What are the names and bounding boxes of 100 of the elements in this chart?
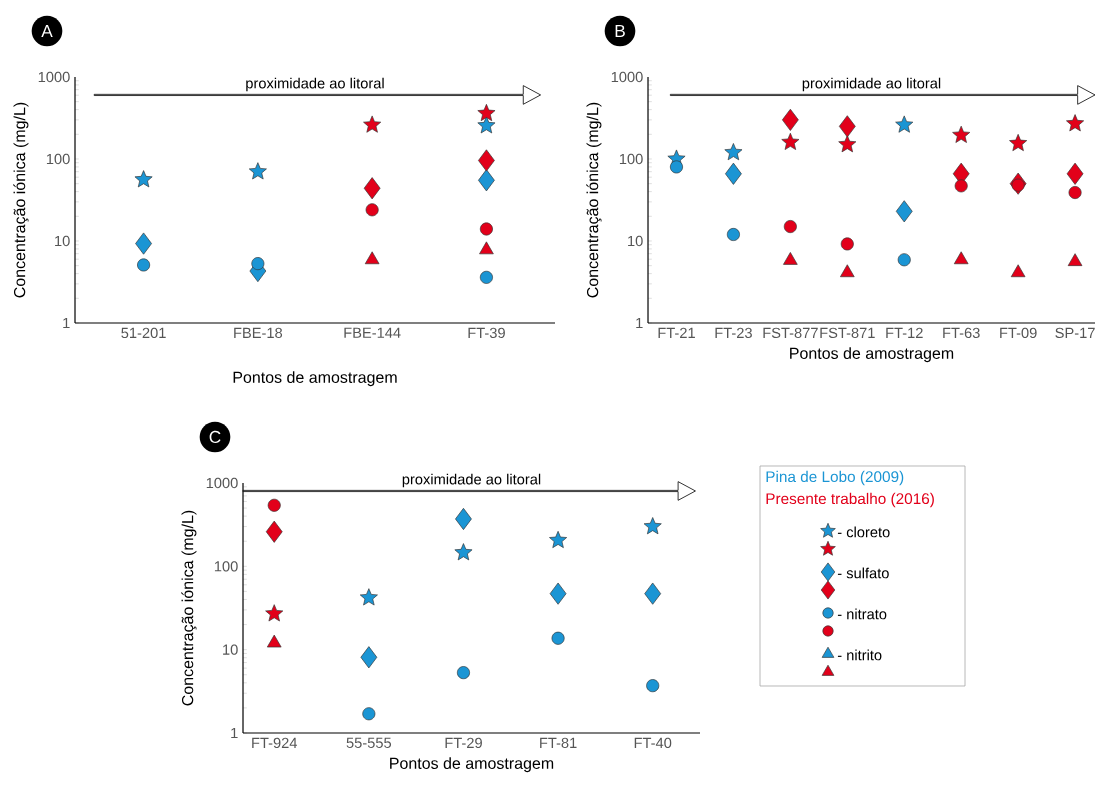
point bbox=[838, 135, 857, 153]
y-tick-label: 100 bbox=[214, 561, 238, 572]
y-tick-label: 1000 bbox=[38, 71, 70, 83]
point bbox=[952, 125, 971, 143]
annotation: proximidade ao litoral bbox=[246, 77, 384, 92]
point bbox=[265, 520, 283, 543]
x-tick-label: SP-17 bbox=[1055, 327, 1095, 339]
point bbox=[1067, 253, 1083, 266]
point bbox=[477, 103, 496, 122]
point bbox=[455, 507, 472, 530]
annotation: proximidade ao litoral bbox=[402, 473, 541, 488]
point bbox=[954, 179, 968, 193]
point bbox=[363, 177, 381, 200]
x-tick-label: FST-877 bbox=[763, 327, 818, 339]
point bbox=[724, 143, 743, 161]
y-tick-label: 100 bbox=[46, 153, 70, 165]
point bbox=[646, 679, 660, 693]
y-tick-label: 1 bbox=[63, 317, 70, 329]
chart-title: B bbox=[615, 25, 625, 37]
text: Pina de Lobo (2009) bbox=[766, 470, 904, 486]
x-tick-label: 51-201 bbox=[121, 327, 166, 339]
point bbox=[643, 517, 662, 535]
point bbox=[137, 258, 151, 272]
y-tick-label: 100 bbox=[619, 153, 643, 165]
point bbox=[1011, 178, 1025, 192]
point bbox=[838, 115, 856, 138]
point bbox=[895, 115, 914, 133]
point bbox=[360, 646, 378, 669]
point bbox=[644, 582, 662, 605]
y-axis-title: Concentração iónica (mg/L) bbox=[181, 510, 197, 706]
point bbox=[478, 149, 495, 172]
point bbox=[551, 631, 565, 645]
x-tick-label: FT-29 bbox=[445, 737, 482, 749]
point bbox=[1066, 114, 1085, 132]
x-tick-label: FST-871 bbox=[820, 327, 875, 339]
point bbox=[782, 108, 799, 131]
text: Presente trabalho (2016) bbox=[766, 492, 934, 508]
point bbox=[251, 257, 265, 271]
y-tick-label: 10 bbox=[55, 235, 70, 247]
point bbox=[479, 222, 493, 236]
point bbox=[840, 264, 855, 278]
point bbox=[363, 115, 382, 133]
point bbox=[953, 251, 969, 265]
point bbox=[783, 220, 797, 234]
chart-title: A bbox=[41, 25, 53, 37]
point bbox=[478, 169, 495, 192]
point bbox=[840, 237, 854, 251]
point bbox=[365, 203, 379, 217]
x-tick-label: FT-12 bbox=[886, 327, 923, 338]
y-tick-label: 1 bbox=[231, 727, 238, 739]
y-tick-label: 10 bbox=[223, 644, 238, 655]
point bbox=[670, 160, 683, 174]
y-axis-title: Concentração iónica (mg/L) bbox=[13, 102, 29, 298]
x-tick-label: FT-81 bbox=[540, 737, 577, 749]
x-tick-label: FT-63 bbox=[943, 327, 980, 339]
point bbox=[456, 666, 470, 680]
x-tick-label: FT-23 bbox=[715, 327, 752, 339]
x-tick-label: 55-555 bbox=[346, 737, 392, 748]
point bbox=[265, 604, 284, 622]
y-axis-title: Concentração iónica (mg/L) bbox=[586, 102, 602, 298]
legend-label: - sulfato bbox=[837, 567, 889, 579]
point bbox=[359, 588, 378, 606]
point bbox=[897, 253, 911, 267]
point bbox=[479, 270, 493, 284]
point bbox=[781, 132, 800, 150]
point bbox=[135, 232, 152, 255]
point bbox=[134, 170, 153, 188]
point bbox=[267, 498, 281, 512]
point bbox=[477, 116, 496, 134]
point bbox=[364, 251, 380, 265]
x-tick-label: FT-924 bbox=[252, 737, 298, 749]
point bbox=[549, 582, 567, 605]
point bbox=[479, 241, 494, 255]
y-tick-label: 1000 bbox=[611, 71, 643, 83]
legend-label: - cloreto bbox=[837, 526, 890, 538]
x-axis-title: Pontos de amostragem bbox=[790, 347, 954, 363]
y-tick-label: 10 bbox=[628, 235, 643, 247]
point bbox=[248, 162, 267, 180]
legend-label: - nitrato bbox=[837, 608, 887, 620]
chart-title: C bbox=[209, 430, 221, 444]
point bbox=[1066, 162, 1084, 185]
x-tick-label: FT-40 bbox=[634, 737, 672, 749]
point bbox=[1010, 264, 1026, 278]
point bbox=[549, 530, 568, 549]
point bbox=[362, 707, 376, 721]
y-tick-label: 1000 bbox=[206, 477, 238, 489]
x-tick-label: FT-09 bbox=[1000, 327, 1037, 339]
x-axis-title: Pontos de amostragem bbox=[233, 371, 397, 387]
point bbox=[725, 162, 742, 185]
point bbox=[783, 252, 798, 265]
y-tick-label: 1 bbox=[636, 317, 643, 329]
x-tick-label: FT-21 bbox=[658, 327, 695, 338]
x-axis-title: Pontos de amostragem bbox=[390, 757, 554, 773]
point bbox=[895, 200, 913, 223]
point bbox=[454, 543, 473, 561]
annotation: proximidade ao litoral bbox=[802, 77, 941, 92]
legend-label: - nitrito bbox=[837, 649, 882, 661]
point bbox=[1068, 186, 1082, 199]
x-tick-label: FT-39 bbox=[468, 327, 505, 339]
point bbox=[726, 228, 740, 241]
